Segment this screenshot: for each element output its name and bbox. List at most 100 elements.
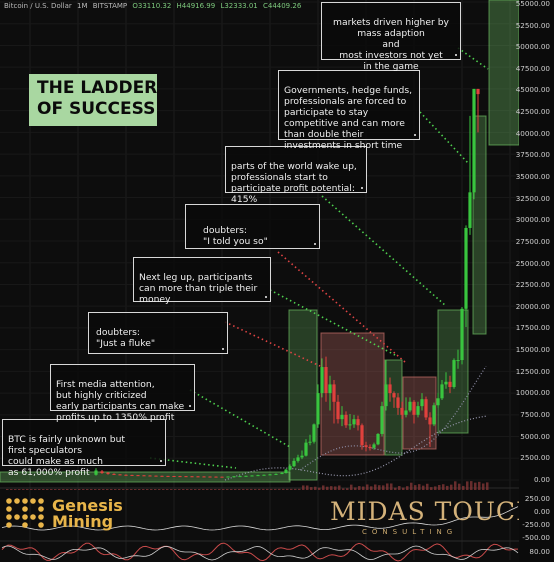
candle-body [250,475,253,476]
volume-bar [322,485,325,490]
volume-bar [390,483,393,490]
volume-bar [406,486,409,490]
volume-bar [142,489,145,490]
candle-body [118,474,121,475]
y-tick-label: 10000.00 [516,388,550,397]
candle-body [288,466,291,469]
volume-bar [442,484,445,490]
volume-bar [226,489,229,490]
y-tick-label: -250.00 [522,520,550,529]
annotation-text: Next leg up, participants can more than … [139,272,257,305]
candle-body [280,473,283,474]
pointer-arrow [420,112,468,163]
y-tick-label: 50000.00 [516,42,550,51]
y-tick-label: 40000.00 [516,129,550,138]
candle-body [190,476,193,477]
volume-bar [462,486,465,490]
volume-bar [350,485,353,490]
y-tick-label: 7500.00 [520,410,550,419]
volume-bar [14,489,17,490]
y-tick-label: 35000.00 [516,172,550,181]
volume-bar [70,489,73,490]
price-axis: 55000.00 52500.00 50000.00 47500.00 4500… [519,0,554,562]
candle-body [94,470,97,474]
candle-body [452,360,455,387]
pointer-arrow [190,390,290,447]
volume-bar [270,489,273,490]
volume-bar [354,487,357,490]
candle-body [244,476,247,477]
volume-bar [130,489,133,490]
candle-body [464,228,467,309]
annotation-unknown: BTC is fairly unknown but first speculat… [2,419,166,466]
candle-body [404,410,407,414]
candle-body [400,408,403,415]
volume-bar [294,489,297,490]
volume-bar [330,486,333,490]
volume-bar [102,489,105,490]
annotation-mass-adoption: markets driven higher by mass adaption a… [321,2,461,60]
volume-bar [82,489,85,490]
candle-body [468,192,471,228]
volume-bar [234,489,237,490]
candle-body [178,476,181,477]
candle-body [208,477,211,478]
volume-bar [22,489,25,490]
phase-box-green [489,0,519,145]
candle-body [154,476,157,477]
ladder-title-line1: THE LADDER [37,78,157,99]
candle-body [238,476,241,477]
y-tick-label: 0.00 [534,475,550,484]
volume-bar [18,489,21,490]
volume-bar [54,489,57,490]
volume-bar [346,488,349,490]
candle-body [256,475,259,476]
volume-bar [398,486,401,490]
candle-body [136,475,139,476]
candle-body [106,473,109,474]
volume-bar [470,481,473,490]
pointer-arrow [322,196,446,306]
midas-touch-wordmark: MIDAS TOUCH [330,500,539,524]
y-tick-label: 20000.00 [516,302,550,311]
volume-bar [74,489,77,490]
volume-bar [370,486,373,490]
volume-bar [450,485,453,490]
midas-touch-subtitle: CONSULTING [362,528,457,536]
close-value: C44409.26 [263,2,301,10]
y-tick-label: 22500.00 [516,280,550,289]
candle-body [364,445,367,447]
candle-body [274,474,277,475]
annotation-just-fluke: doubters: "Just a fluke" [88,312,228,354]
volume-bar [242,489,245,490]
y-tick-label: 250.00 [525,494,550,503]
y-tick-label: 47500.00 [516,64,550,73]
candle-body [262,475,265,476]
annotation-told-you: doubters: "I told you so" [185,204,320,249]
volume-bar [414,485,417,490]
candle-body [388,384,391,393]
volume-bar [202,489,205,490]
volume-bar [306,485,309,490]
volume-bar [66,489,69,490]
candle-body [420,399,423,406]
phase-box-green [289,310,317,480]
candle-body [460,309,463,360]
volume-bar [458,484,461,490]
candle-body [320,367,323,393]
volume-bar [342,488,345,490]
volume-bar [334,486,337,490]
candle-body [396,397,399,407]
candle-body [112,474,115,475]
candle-body [376,434,379,444]
candle-body [336,402,339,419]
volume-bar [258,489,261,490]
volume-bar [158,489,161,490]
candle-body [142,475,145,476]
volume-bar [482,483,485,490]
annotation-world-wakes: parts of the world wake up, professional… [225,146,367,193]
candle-body [268,474,271,475]
volume-bar [446,486,449,490]
y-tick-label: 30000.00 [516,215,550,224]
